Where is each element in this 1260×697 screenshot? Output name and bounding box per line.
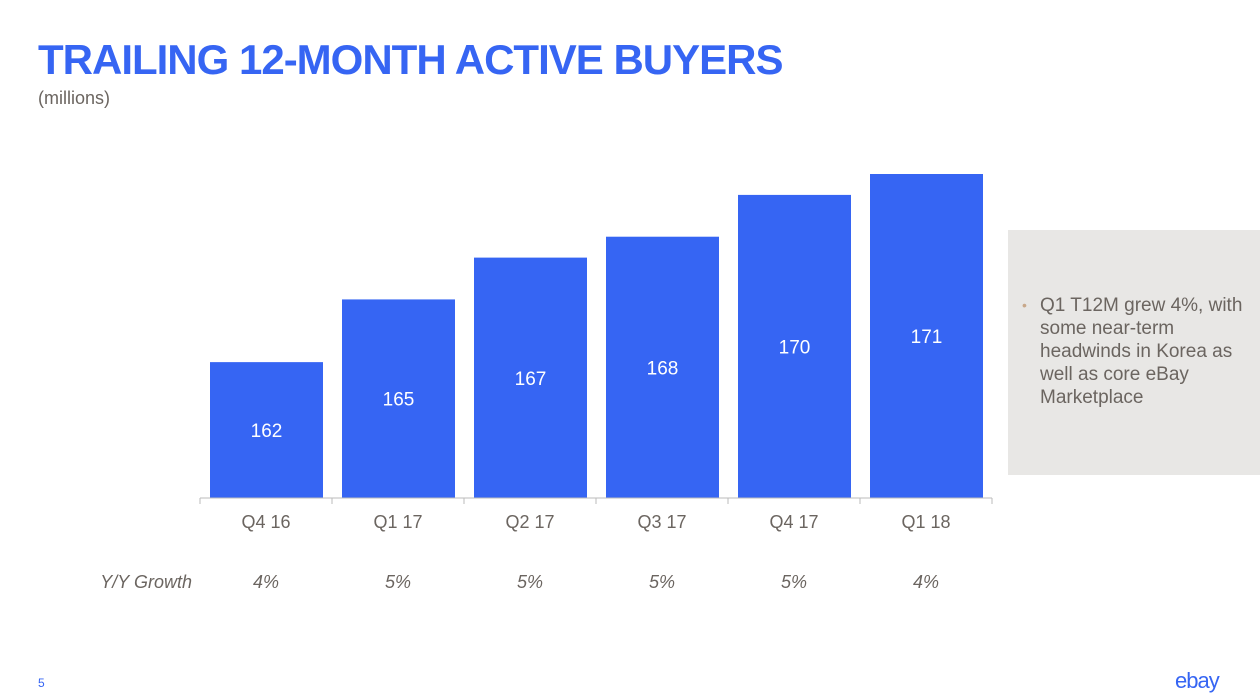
growth-row-label: Y/Y Growth <box>100 572 192 592</box>
bar <box>606 236 719 499</box>
bar <box>738 194 851 498</box>
x-tick-label: Q4 16 <box>241 512 290 532</box>
page-subtitle: (millions) <box>38 88 110 108</box>
bar-value-label: 170 <box>779 337 811 358</box>
growth-value: 4% <box>253 572 279 592</box>
x-tick-label: Q1 18 <box>901 512 950 532</box>
ebay-logo: ebay <box>1175 668 1220 693</box>
page-number: 5 <box>38 676 45 690</box>
bar-value-label: 171 <box>911 327 943 348</box>
bar-value-label: 165 <box>383 390 415 411</box>
bar-chart: 162 Q4 16 4% 165 Q1 17 5% 167 Q2 17 5% 168 Q3 17 5%… <box>100 174 993 592</box>
bar-value-label: 167 <box>515 369 547 390</box>
bar-value-label: 168 <box>647 358 679 379</box>
growth-value: 5% <box>385 572 411 592</box>
x-tick-label: Q2 17 <box>505 512 554 532</box>
bar-value-label: 162 <box>251 421 283 442</box>
bar <box>210 362 323 498</box>
growth-value: 5% <box>781 572 807 592</box>
x-tick-label: Q4 17 <box>769 512 818 532</box>
bar <box>870 174 983 498</box>
commentary-box: Q1 T12M grew 4%, with some near-term hea… <box>1008 230 1260 475</box>
x-tick-label: Q3 17 <box>637 512 686 532</box>
bar <box>474 257 587 498</box>
commentary-bullet: Q1 T12M grew 4%, with some near-term hea… <box>1022 294 1260 409</box>
page-title: TRAILING 12-MONTH ACTIVE BUYERS <box>38 36 783 83</box>
growth-value: 5% <box>517 572 543 592</box>
growth-value: 4% <box>913 572 939 592</box>
growth-value: 5% <box>649 572 675 592</box>
x-tick-label: Q1 17 <box>373 512 422 532</box>
bar <box>342 299 455 498</box>
